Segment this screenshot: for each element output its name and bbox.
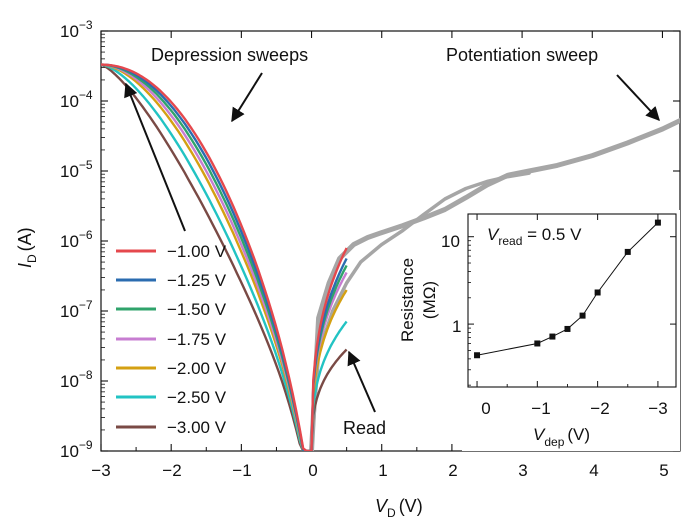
main-x-tick-labels: −3 −2 −1 0 1 2 3 4 5	[91, 461, 668, 480]
y-tick-label: 10−7	[60, 298, 93, 321]
main-x-axis-title: VD (V)	[375, 496, 423, 520]
legend: −1.00 V −1.25 V −1.50 V −1.75 V −2.00 V …	[116, 242, 227, 437]
main-plot-series	[101, 63, 680, 451]
depression-sweep-curve	[101, 63, 348, 451]
inset-marker	[474, 352, 481, 359]
y-tick-label: 10−9	[60, 438, 93, 461]
y-tick-label: 10−8	[60, 368, 93, 391]
legend-label: −1.00 V	[167, 242, 227, 261]
potentiation-sweep-upper	[309, 118, 680, 451]
inset-marker	[534, 340, 541, 347]
inset-chart: Vread = 0.5 V 10 1 0 −1 −2 −3 Vdep (V) Re…	[398, 210, 680, 451]
depression-sweep-curve	[101, 63, 348, 451]
x-tick-label: 1	[378, 461, 387, 480]
depression-sweep-curve	[101, 63, 348, 451]
x-tick-label: 2	[448, 461, 457, 480]
x-tick-label: 0	[308, 461, 317, 480]
legend-label: −2.00 V	[167, 359, 227, 378]
inset-x-axis-title: Vdep (V)	[533, 425, 590, 449]
inset-marker	[579, 312, 586, 319]
x-tick-label: 5	[659, 461, 668, 480]
main-y-tick-labels: 10−9 10−8 10−7 10−6 10−5 10−4 10−3	[60, 18, 93, 461]
inset-x-tick-label: 0	[481, 399, 490, 418]
x-tick-label: −1	[232, 461, 251, 480]
depression-sweep-curve	[101, 63, 348, 451]
main-y-axis-title: ID(A)	[15, 227, 39, 268]
depression-sweep-curve	[101, 63, 348, 451]
x-tick-label: −2	[162, 461, 181, 480]
legend-label: −1.75 V	[167, 330, 227, 349]
inset-x-tick-label: −1	[531, 399, 550, 418]
inset-marker	[564, 325, 571, 332]
inset-series	[474, 219, 661, 359]
y-tick-label: 10−6	[60, 228, 93, 251]
arrow-read	[347, 350, 376, 413]
x-tick-label: −3	[91, 461, 110, 480]
annotation-read: Read	[343, 418, 386, 438]
inset-marker	[549, 333, 556, 340]
arrow-potentiation-sweep	[616, 74, 660, 122]
inset-x-tick-label: −2	[590, 399, 609, 418]
arrow-depression-sweeps	[231, 72, 263, 123]
legend-label: −3.00 V	[167, 418, 227, 437]
inset-y-axis-unit: (MΩ)	[420, 281, 439, 319]
inset-frame	[467, 213, 677, 388]
x-tick-label: 3	[518, 461, 527, 480]
y-tick-label: 10−5	[60, 158, 93, 181]
inset-marker	[624, 248, 631, 255]
x-tick-label: 4	[589, 461, 598, 480]
potentiation-sweep-lower	[309, 171, 531, 451]
inset-marker	[594, 289, 601, 296]
inset-title: Vread = 0.5 V	[487, 225, 582, 248]
y-tick-label: 10−4	[60, 88, 93, 111]
legend-label: −1.25 V	[167, 271, 227, 290]
annotation-potentiation-sweep: Potentiation sweep	[446, 45, 598, 65]
legend-label: −2.50 V	[167, 388, 227, 407]
y-tick-label: 10−3	[60, 18, 93, 41]
inset-axis-ticks	[468, 214, 676, 387]
legend-label: −1.50 V	[167, 300, 227, 319]
inset-x-tick-label: −3	[648, 399, 667, 418]
inset-y-axis-title: Resistance	[398, 258, 417, 342]
inset-y-tick-label: 1	[452, 317, 461, 336]
inset-y-tick-label: 10	[441, 232, 460, 251]
inset-marker	[654, 219, 661, 226]
arrow-depression-start	[124, 82, 186, 232]
annotation-depression-sweeps: Depression sweeps	[151, 45, 308, 65]
